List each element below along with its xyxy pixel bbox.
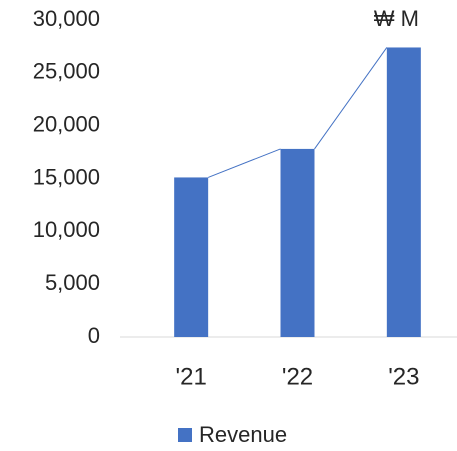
- y-tick-label: 15,000: [33, 164, 100, 189]
- bar: [280, 148, 315, 337]
- legend-swatch: [178, 428, 192, 442]
- y-tick-label: 5,000: [45, 270, 100, 295]
- x-tick-label: '21: [176, 363, 207, 390]
- bar: [174, 177, 209, 337]
- y-tick-label: 20,000: [33, 111, 100, 136]
- x-tick-label: '23: [388, 363, 419, 390]
- series-line: [314, 47, 388, 150]
- bar: [386, 47, 421, 338]
- legend-label: Revenue: [199, 422, 287, 447]
- y-tick-label: 25,000: [33, 59, 100, 84]
- y-tick-label: 10,000: [33, 217, 100, 242]
- x-tick-label: '22: [282, 363, 313, 390]
- y-tick-label: 30,000: [33, 6, 100, 31]
- series-line: [207, 148, 281, 178]
- y-tick-label: 0: [88, 323, 100, 348]
- unit-label: ₩ M: [374, 6, 419, 31]
